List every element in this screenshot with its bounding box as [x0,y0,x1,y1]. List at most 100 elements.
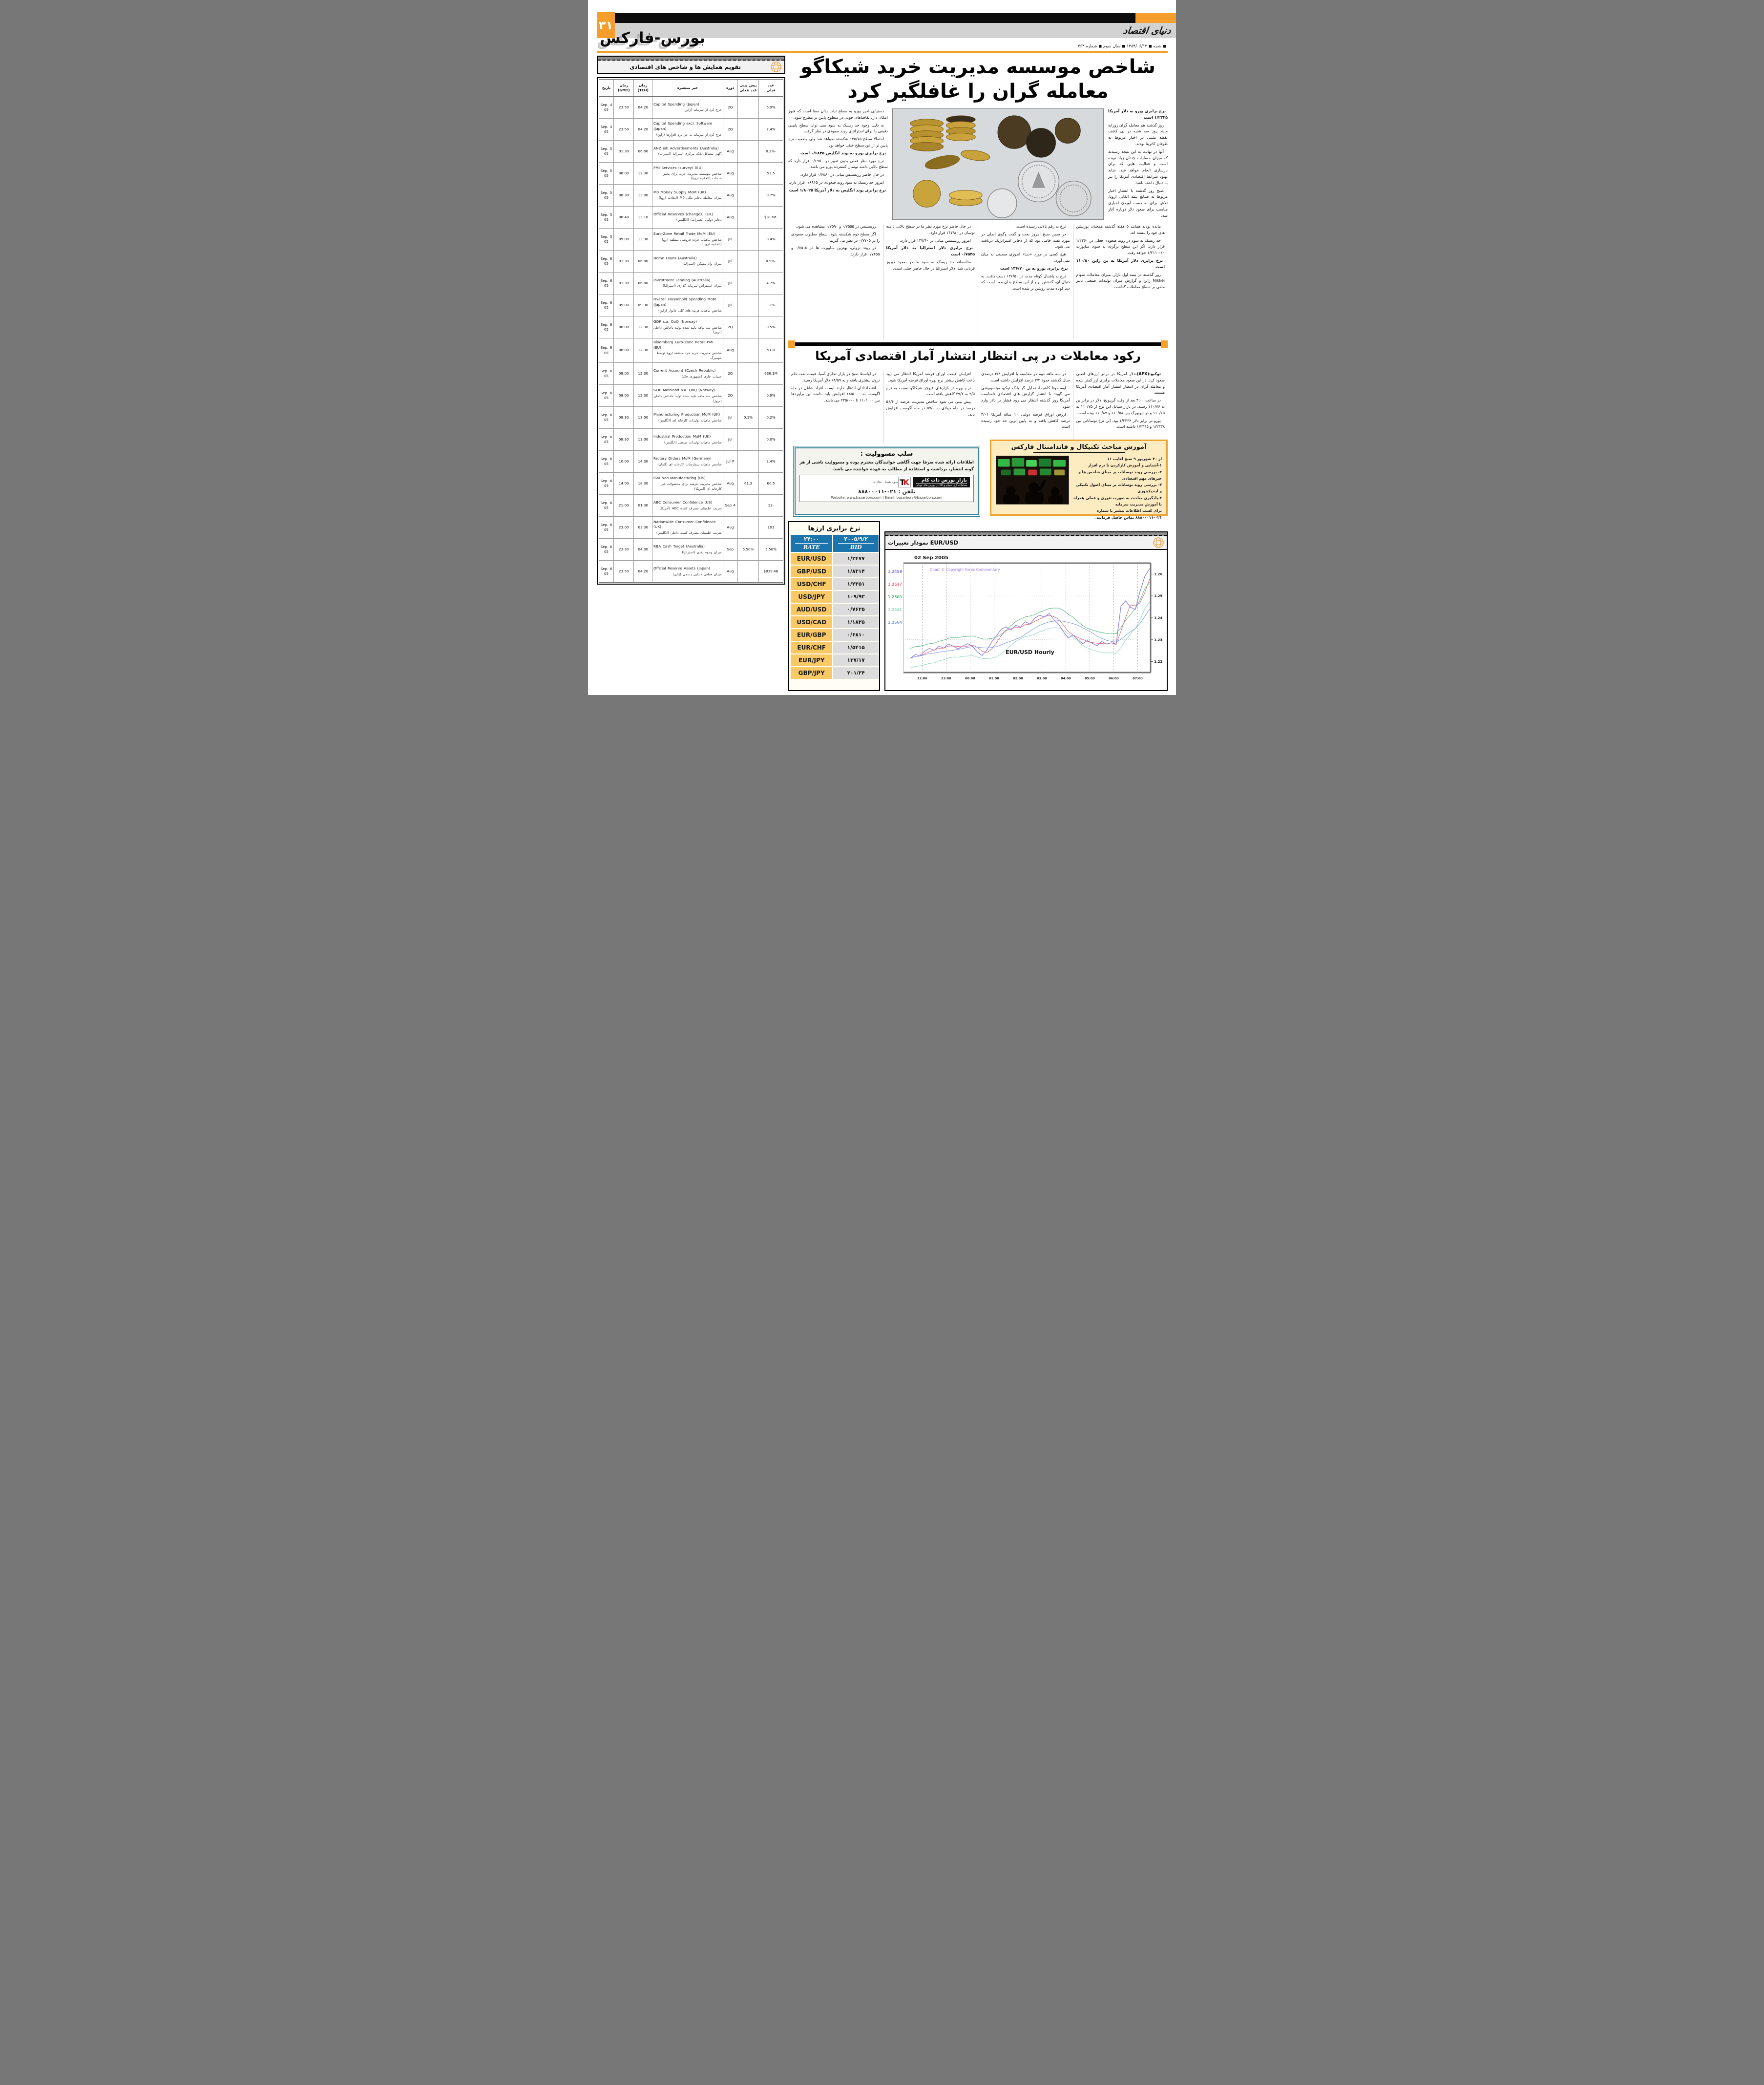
currency-header-rate: ۲۴:۰۰ RATE [791,535,833,552]
table-row: 5 Sep. 05 01:30 06:00 ANZ Job Advertisement… [599,141,783,163]
value-cell: 6 Sep. 05 [599,273,614,294]
value-cell: 08:00 [614,385,634,407]
value-cell: 636.1M [764,371,777,376]
event-cell: Factory Orders MoM (Germany) شاخص ماهیانه… [652,451,723,473]
paragraph: یورو در برابر دلار ۱/۲۳۳۴ بود. این نرخ ن… [1076,418,1165,429]
value-cell: 0.1% [738,407,759,429]
value-cell: Jul [723,273,738,294]
value-cell: 6 Sep. 05 [599,385,614,407]
paragraph: امروز حد ریسک به سود روند صعودی در ۰/۶۸۱… [789,180,884,185]
coins-photo [892,108,1104,220]
currency-bid: ۱۰۹/۹۳ [833,591,879,603]
currency-pair: EUR/USD [791,553,833,565]
currency-bid: ۱/۲۳۵۱ [833,578,879,590]
event-name-en: Manufacturing Production MoM (UK) [653,412,720,417]
event-name-en: ISM Non-Manufacturing (US) [653,475,706,480]
value-cell: -$317M [764,214,778,219]
paragraph: نرخ برابری دلار آمریکا به ین ژاپن ۱۱۰/۸۰… [1076,258,1165,269]
event-cell: ABC Consumer Confidence (US) ضریب اطمینان… [652,495,723,517]
value-cell: 06:00 [634,141,653,162]
value-cell: 04:00 [634,539,653,561]
value-cell: Sep [723,539,738,561]
currency-bid: ۱۳۷/۱۷ [833,654,879,666]
svg-text:1.2503: 1.2503 [888,595,902,599]
event-name-fa: شاخص ماهیانه خرده فروشی منطقه اروپا (اتح… [662,237,722,247]
value-cell: 23:00 [614,517,634,539]
paragraph: اوساموتا کاشیما، تحلیل گر بانک توکیو میت… [981,385,1070,409]
dateline: ◼ شنبه ◼ ۱۳۸۴/۰۶/۱۲ ◼ سال سوم ◼ شماره ۷۶… [1077,44,1166,49]
currency-pair: AUD/USD [791,604,833,615]
value-cell: 18:30 [634,473,653,495]
table-row: 6 Sep. 05 14:00 18:30 ISM Non-Manufacturing… [599,473,783,495]
value-cell: Aug [723,207,738,228]
svg-text:06:00: 06:00 [1109,676,1119,680]
svg-text:05:00: 05:00 [1085,676,1095,680]
column-header: پیش بینی عدد فعلی [738,80,759,96]
calendar-header: تقویم همایش ها و شاخص های اقتصادی [597,56,785,74]
value-cell: 6 Sep. 05 [599,363,614,385]
event-name-fa: میزان وام مسکن (استرالیا) [682,262,722,266]
paragraph: در ساعت ۴:۰۰ بعد از وقت گرینویچ، دلار در… [1076,398,1165,415]
value-cell: 2Q [723,316,738,338]
value-cell: 14:00 [614,473,634,495]
newspaper-page: ۳۱ دنیای اقتصاد بورس-فارکس ◼ شنبه ◼ ۱۳۸۴… [588,0,1176,695]
ad-phone: تلفن : ۰۲۱-۸۸۸۰۰۰۱۱ [858,488,915,495]
event-name-fa: میزان قطعی دارایی رسمی (ژاپن) [672,572,722,576]
event-name-fa: خرج کرد از سرمایه (ژاپن) [683,108,722,112]
event-name-fa: شاخص سه ماهه تایید شده تولید ناخالص داخل… [653,325,722,335]
calendar-header-row: تاریخ زمان (GMT) زمان (TEH) خبر منتشره دوره پیش… [599,80,783,97]
training-schedule: از ۲۰ شهریور ۹ صبح لغایت ۱۱ ۱-آشنایی و آم… [1073,456,1162,521]
svg-text:1.23: 1.23 [1154,638,1162,642]
paragraph: نرخ مورد نظر فعلی بدون تغییر در ۰/۶۹۵۰ ق… [788,158,888,169]
value-cell [738,517,759,539]
rule-cap-right [1161,340,1168,348]
event-name-fa: شاخص موسسه مدیریت خرید برای بخش خدمات (ا… [662,171,722,181]
event-name-fa: میزان استقراض سرمایه گذاری (استرالیا) [663,284,722,288]
value-cell: 0.4% [766,236,776,241]
chart-header: نمودار تغییرات EUR/USD [884,531,1168,550]
value-cell: 06:00 [634,273,653,294]
currency-header-time: ۲۴:۰۰ [795,536,828,544]
value-cell [738,451,759,473]
paragraph: نرخ به رقم بالایی رسیده است. [1015,224,1066,229]
training-box: آموزش مباحث تکنیکال و فاندامنتال فارکس ا… [990,440,1168,520]
event-name-en: Euro-Zone Retail Trade MoM (EU) [653,231,715,236]
paragraph: ارزش اوراق قرضه دولتی ۱۰ ساله آمریکا ۴/۰… [981,412,1070,429]
paragraph: اگر سطح دوم شکسته شود، سطح مطلوب صعودی ر… [791,232,880,243]
svg-text:07:00: 07:00 [1133,676,1143,680]
table-row: 6 Sep. 05 23:00 03:30 Nationwide Consumer C… [599,517,783,539]
event-name-en: Official Reserves (changes) (UK) [653,211,714,216]
event-cell: Overall Household Spending MoM (Japan) شا… [652,295,723,316]
event-name-en: Bloomberg Euro-Zone Retail PMI (EU) [653,340,714,350]
value-cell: 4.7% [766,280,776,285]
event-name-fa: ضریب اطمینان مصرف کننده داخلی (انگلیس) [656,530,722,535]
value-cell [738,495,759,517]
value-cell: 04:20 [634,97,653,118]
value-cell: 06:00 [634,251,653,272]
paragraph: حد ریسک به سود در روند صعودی فعلی در ۱/۲… [1076,238,1165,255]
value-cell: 12:30 [634,338,653,363]
table-row: 6 Sep. 05 01:30 06:00 Home Loans (Australia… [599,251,783,273]
training-underline [1033,452,1125,453]
ad-brand: بازار بورس دات کام [921,477,967,483]
article2-columns: توکیو:(AFX)-دلار آمریکا در برابر ارزهای … [788,371,1168,443]
value-cell: 05:00 [614,295,634,316]
event-cell: Home Loans (Australia) میزان وام مسکن (اس… [652,251,723,272]
currency-pair: GBP/JPY [791,667,833,679]
value-cell: 08:00 [614,316,634,338]
column-header: تاریخ [599,80,614,96]
svg-text:1.2458: 1.2458 [888,569,902,574]
paragraph: احتمالا سطح ۱۳۵/۷۵ شکسته نخواهد شد ولی و… [788,137,888,147]
table-row: EUR/USD ۱/۲۴۷۷ [791,553,879,565]
event-cell: Industrial Production MoM (UK) شاخص ماهیا… [652,429,723,451]
paragraph: نرخ به پاشنال کوتاه مدت در ۱۳۶/۵۰ دست یا… [981,274,1070,291]
article-column: در حال حاضر نرخ مورد نظر ما در سطح بالای… [882,224,978,339]
value-cell: 6 Sep. 05 [599,251,614,272]
event-name-fa: شاخص مدیریت خرید خرد منطقه اروپا توسط بل… [656,351,722,360]
table-row: 6 Sep. 05 01:30 06:00 Investment Lending (A… [599,273,783,295]
value-cell: 23:50 [614,119,634,140]
value-cell: 5.50% [738,539,759,561]
paragraph: آنها در نهایت به این نتیجه رسیدند که میز… [1108,149,1168,185]
value-cell: 12:30 [634,385,653,407]
svg-text:1.25: 1.25 [1154,594,1162,598]
